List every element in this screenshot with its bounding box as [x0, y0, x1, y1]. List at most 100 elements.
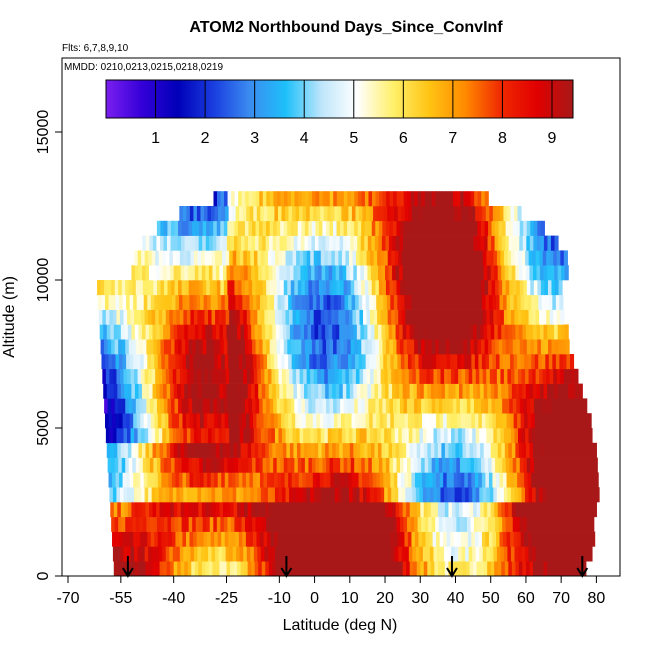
heatmap-cell	[373, 428, 378, 444]
heatmap-cell	[434, 502, 439, 518]
heatmap-cell	[510, 368, 516, 384]
heatmap-cell	[272, 324, 277, 340]
heatmap-cell	[324, 487, 329, 503]
heatmap-cell	[354, 398, 359, 414]
heatmap-cell	[570, 487, 575, 503]
heatmap-cell	[183, 309, 188, 325]
heatmap-cell	[212, 442, 217, 458]
heatmap-cell	[262, 398, 267, 414]
heatmap-cell	[417, 457, 422, 473]
heatmap-cell	[326, 398, 331, 414]
heatmap-cell	[159, 324, 164, 340]
heatmap-cell	[390, 206, 395, 222]
heatmap-cell	[389, 398, 394, 414]
heatmap-cell	[459, 457, 464, 473]
heatmap-cell	[505, 235, 510, 251]
heatmap-cell	[442, 516, 447, 532]
heatmap-cell	[263, 413, 268, 429]
heatmap-cell	[161, 531, 166, 547]
heatmap-cell	[322, 457, 327, 473]
heatmap-cell	[441, 324, 446, 340]
heatmap-cell	[508, 235, 513, 251]
heatmap-cell	[119, 309, 125, 325]
heatmap-cell	[174, 457, 179, 473]
heatmap-cell	[315, 220, 320, 236]
heatmap-cell	[182, 294, 187, 310]
heatmap-cell	[366, 487, 371, 503]
heatmap-cell	[455, 265, 460, 281]
heatmap-cell	[149, 398, 154, 414]
heatmap-cell	[496, 368, 501, 384]
heatmap-cell	[496, 487, 501, 503]
heatmap-cell	[409, 324, 414, 340]
heatmap-cell	[451, 487, 456, 503]
heatmap-cell	[370, 250, 375, 266]
heatmap-cell	[205, 235, 210, 251]
heatmap-cell	[482, 309, 487, 325]
heatmap-cell	[222, 324, 228, 340]
heatmap-cell	[293, 502, 298, 518]
heatmap-cell	[296, 546, 301, 562]
heatmap-cell	[324, 546, 329, 562]
heatmap-cell	[448, 502, 453, 518]
heatmap-cell	[230, 235, 235, 251]
heatmap-cell	[518, 309, 523, 325]
heatmap-cell	[195, 280, 200, 296]
heatmap-cell	[546, 546, 551, 562]
heatmap-cell	[428, 191, 433, 207]
heatmap-cell	[206, 457, 211, 473]
heatmap-cell	[392, 398, 398, 414]
heatmap-cell	[396, 457, 401, 473]
heatmap-cell	[337, 294, 342, 310]
heatmap-cell	[459, 383, 464, 399]
heatmap-cell	[216, 220, 221, 236]
heatmap-cell	[544, 339, 549, 355]
heatmap-cell	[230, 502, 235, 518]
heatmap-cell	[590, 457, 595, 473]
heatmap-cell	[197, 250, 202, 266]
heatmap-cell	[259, 516, 264, 532]
heatmap-cell	[319, 413, 324, 429]
heatmap-cell	[376, 206, 381, 222]
heatmap-cell	[181, 280, 186, 296]
heatmap-cell	[146, 516, 151, 532]
heatmap-cell	[554, 442, 559, 458]
heatmap-cell	[415, 546, 420, 562]
heatmap-cell	[547, 265, 552, 281]
heatmap-cell	[317, 368, 322, 384]
heatmap-cell	[302, 413, 307, 429]
heatmap-cell	[481, 457, 486, 473]
heatmap-cell	[356, 383, 361, 399]
heatmap-cell	[309, 531, 314, 547]
heatmap-cell	[336, 339, 341, 355]
heatmap-cell	[262, 235, 267, 251]
heatmap-cell	[488, 294, 494, 310]
heatmap-cell	[535, 309, 540, 325]
heatmap-cell	[370, 324, 376, 340]
marker-arrow-head	[280, 567, 293, 578]
heatmap-cell	[425, 294, 430, 310]
heatmap-cell	[406, 383, 411, 399]
heatmap-cell	[230, 442, 235, 458]
heatmap-cell	[490, 265, 495, 281]
heatmap-cell	[523, 516, 528, 532]
heatmap-cell	[200, 413, 205, 429]
heatmap-cell	[176, 487, 181, 503]
heatmap-cell	[492, 413, 497, 429]
heatmap-cell	[205, 324, 210, 340]
heatmap-cell	[492, 472, 497, 488]
heatmap-cell	[247, 502, 252, 518]
heatmap-cell	[527, 294, 532, 310]
heatmap-cell	[343, 235, 348, 251]
heatmap-cell	[530, 516, 535, 532]
heatmap-cell	[416, 561, 421, 576]
heatmap-cell	[120, 383, 125, 399]
heatmap-cell	[358, 206, 364, 222]
heatmap-cell	[505, 339, 510, 355]
heatmap-cell	[174, 339, 179, 355]
heatmap-cell	[396, 280, 401, 296]
heatmap-cell	[210, 531, 215, 547]
heatmap-cell	[325, 561, 330, 576]
heatmap-cell	[236, 250, 241, 266]
